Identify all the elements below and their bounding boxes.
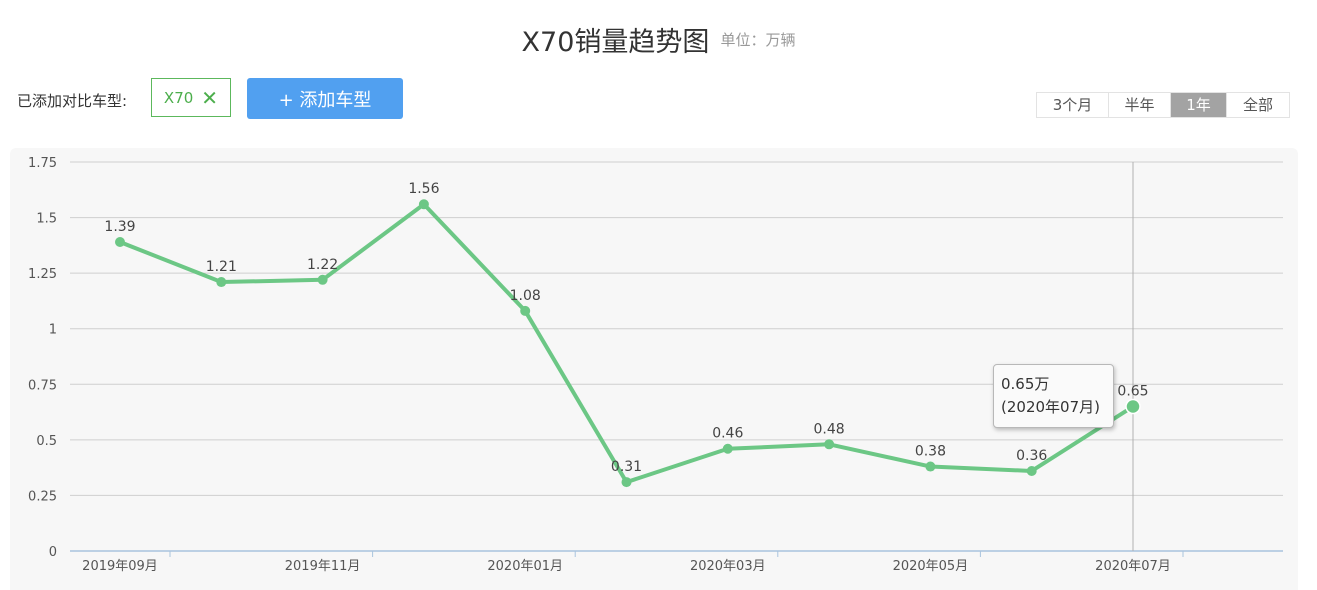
range-3-months[interactable]: 3个月 — [1037, 93, 1109, 117]
add-model-button[interactable]: + 添加车型 — [247, 78, 403, 119]
page-title: X70销量趋势图 — [521, 27, 710, 58]
data-label: 0.36 — [1016, 448, 1047, 464]
data-tooltip: 0.65万 (2020年07月) — [993, 364, 1114, 428]
model-tag-label: X70 — [163, 88, 194, 107]
model-tag-x70[interactable]: X70 ✕ — [151, 78, 231, 117]
y-tick-label: 0.5 — [36, 434, 57, 449]
y-tick-label: 0.25 — [28, 489, 57, 504]
data-label: 0.31 — [611, 459, 642, 475]
x-tick-label: 2019年09月 — [82, 559, 158, 574]
y-tick-label: 1.5 — [36, 212, 57, 227]
data-point[interactable] — [317, 274, 328, 285]
data-point[interactable] — [216, 277, 227, 288]
y-tick-label: 1 — [49, 323, 57, 338]
data-label: 1.08 — [510, 288, 541, 304]
data-label: 0.46 — [712, 426, 743, 442]
y-tick-label: 0 — [49, 545, 57, 560]
y-tick-label: 1.25 — [28, 267, 57, 282]
data-point[interactable] — [1125, 398, 1141, 415]
data-point[interactable] — [621, 477, 632, 488]
data-label: 0.38 — [915, 444, 946, 460]
range-half-year[interactable]: 半年 — [1109, 93, 1171, 117]
x-tick-label: 2020年05月 — [893, 559, 969, 574]
close-icon[interactable]: ✕ — [201, 85, 219, 110]
data-label: 1.22 — [307, 257, 338, 273]
range-1-year[interactable]: 1年 — [1171, 93, 1227, 117]
time-range-selector: 3个月 半年 1年 全部 — [1036, 92, 1290, 118]
range-all[interactable]: 全部 — [1227, 93, 1289, 117]
x-tick-label: 2019年11月 — [285, 559, 361, 574]
x-tick-label: 2020年03月 — [690, 559, 766, 574]
chart-header: X70销量趋势图 单位：万辆 — [0, 20, 1317, 59]
unit-label: 单位：万辆 — [720, 31, 796, 49]
data-point[interactable] — [115, 237, 125, 248]
data-point[interactable] — [722, 443, 733, 454]
tooltip-period: (2020年07月) — [1001, 398, 1100, 416]
y-tick-label: 1.75 — [28, 156, 57, 171]
data-label: 0.65 — [1117, 384, 1148, 400]
x-tick-label: 2020年01月 — [487, 559, 563, 574]
compare-label: 已添加对比车型: — [17, 92, 128, 110]
data-point[interactable] — [418, 199, 429, 210]
data-point[interactable] — [1026, 465, 1037, 476]
y-tick-label: 0.75 — [28, 378, 57, 393]
data-point[interactable] — [520, 305, 531, 316]
tooltip-value: 0.65万 — [1001, 375, 1050, 393]
data-point[interactable] — [824, 439, 835, 450]
x-tick-label: 2020年07月 — [1095, 559, 1171, 574]
data-label: 1.39 — [104, 219, 135, 235]
data-label: 1.21 — [206, 259, 237, 275]
data-point[interactable] — [925, 461, 936, 472]
sales-trend-chart[interactable]: 0 0.25 0.5 0.75 1 1.25 1.5 1.75 2019年09月 2019年11月… — [10, 148, 1298, 590]
series-line — [118, 202, 1135, 485]
data-label: 0.48 — [814, 421, 845, 437]
data-label: 1.56 — [408, 181, 439, 197]
